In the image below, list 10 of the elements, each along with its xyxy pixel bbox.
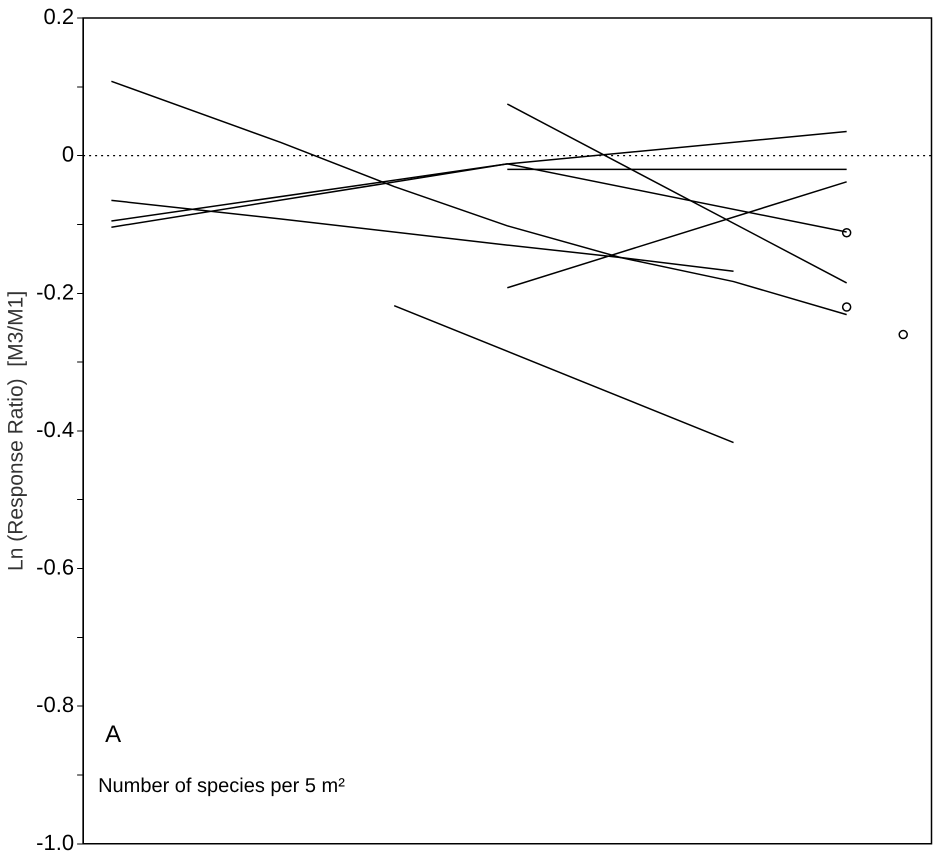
y-tick-label: -1.0 [36,830,74,855]
y-tick-label: -0.8 [36,692,74,718]
y-axis-title: Ln (Response Ratio) [M3/M1] [4,290,28,571]
annotation: A [105,720,122,748]
y-tick-label: -0.6 [36,554,74,580]
y-tick-label: -0.2 [36,279,74,304]
y-tick-label: -0.4 [36,416,74,442]
y-tick-label: 0 [62,142,74,167]
y-tick-label: 0.2 [44,4,74,30]
annotation: Number of species per 5 m² [98,774,346,797]
